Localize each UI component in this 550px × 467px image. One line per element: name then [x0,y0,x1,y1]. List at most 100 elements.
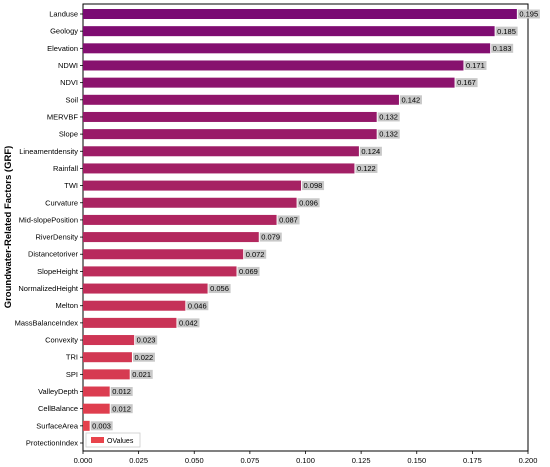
value-label: 0.124 [361,147,380,156]
value-label: 0.023 [137,336,156,345]
bar [83,386,110,397]
value-label-box [359,146,382,156]
bar [83,283,208,294]
bar [83,43,491,54]
y-tick-label: TRI [66,353,78,362]
bar [83,94,399,105]
x-tick-label: 0.200 [519,456,538,465]
value-label: 0.069 [239,267,258,276]
legend-label: OValues [107,438,134,445]
y-tick-label: Slope [59,130,78,139]
bar [83,163,355,174]
value-label: 0.122 [357,164,376,173]
y-tick-label: MERVBF [47,112,79,121]
y-tick-label: Melton [55,301,78,310]
value-label: 0.042 [179,318,198,327]
x-tick-label: 0.150 [407,456,426,465]
y-tick-label: Distancetoriver [28,250,79,259]
bar [83,420,90,431]
value-label: 0.046 [188,301,207,310]
y-tick-label: Curvature [45,198,78,207]
legend-box [85,432,141,448]
y-tick-label: Geology [50,27,78,36]
bar [83,249,244,260]
value-label: 0.022 [134,353,153,362]
value-label-box [110,387,133,397]
value-label: 0.167 [457,78,476,87]
y-tick-labels-group: Landuse Geology Elevation NDWI NDVI Soil MERVB… [15,10,83,448]
bar [83,232,259,243]
value-label-box [132,352,155,362]
y-tick-label: NDWI [58,61,78,70]
value-label: 0.183 [493,44,512,53]
bar [83,266,237,277]
value-label: 0.171 [466,61,485,70]
x-tick-label: 0.100 [296,456,315,465]
value-label: 0.098 [304,181,323,190]
bar [83,335,135,346]
value-label: 0.003 [92,421,111,430]
legend: OValues [85,432,141,448]
value-label: 0.142 [401,95,420,104]
value-label-box [186,301,209,311]
bar [83,26,495,37]
value-label: 0.012 [112,404,131,413]
bar [83,352,132,363]
bar [83,300,186,311]
bars-group [83,9,517,431]
plot-area [82,3,529,452]
value-label-box [130,369,153,379]
value-label-box [455,78,478,88]
bar [83,180,302,191]
value-label: 0.012 [112,387,131,396]
value-label: 0.185 [497,27,516,36]
value-label-box [135,335,158,345]
bar [83,129,377,140]
y-tick-label: ValleyDepth [38,387,78,396]
x-tick-label: 0.050 [185,456,204,465]
y-tick-label: CellBalance [38,404,78,413]
value-label-box [90,421,113,431]
x-tick-labels-group: 0.000 0.025 0.050 0.075 0.100 0.125 0.150 0.175… [74,451,538,465]
y-tick-label: Lineamentdensity [19,147,78,156]
legend-swatch [91,437,104,443]
bar [83,9,517,19]
y-tick-label: Landuse [49,10,78,19]
value-label-box [495,26,518,36]
y-tick-label: Convexity [45,336,78,345]
value-label: 0.132 [379,130,398,139]
value-label-box [259,232,282,242]
value-label-box [110,404,133,414]
y-tick-label: NDVI [60,78,78,87]
y-axis-label: Groundwater-Related Factors (GRF) [3,146,14,309]
bar [83,146,359,157]
y-tick-label: ProtectionIndex [26,439,78,448]
bar [83,403,110,414]
value-label-box [464,60,487,70]
y-tick-label: MassBalanceIndex [15,318,79,327]
y-tick-label: Soil [65,95,78,104]
y-tick-label: TWI [64,181,78,190]
value-label-box [491,43,514,53]
value-label-box [355,163,378,173]
y-tick-label: RiverDensity [35,233,78,242]
y-tick-label: SPI [66,370,78,379]
value-label-box [177,318,200,328]
bar [83,111,377,122]
bar [83,317,177,328]
value-label: 0.072 [246,250,265,259]
value-label-box [277,215,300,225]
bar [83,214,277,225]
value-label: 0.079 [261,233,280,242]
y-tick-label: SurfaceArea [36,421,79,430]
value-label: 0.021 [132,370,151,379]
value-label-box [297,198,320,208]
value-label: 0.087 [279,216,298,225]
value-label-box [208,284,231,294]
x-tick-label: 0.175 [463,456,482,465]
value-label-box [399,95,422,105]
y-tick-label: Elevation [47,44,78,53]
value-label-box [244,249,267,259]
y-tick-label: NormalizedHeight [18,284,79,293]
value-label-box [517,9,540,19]
